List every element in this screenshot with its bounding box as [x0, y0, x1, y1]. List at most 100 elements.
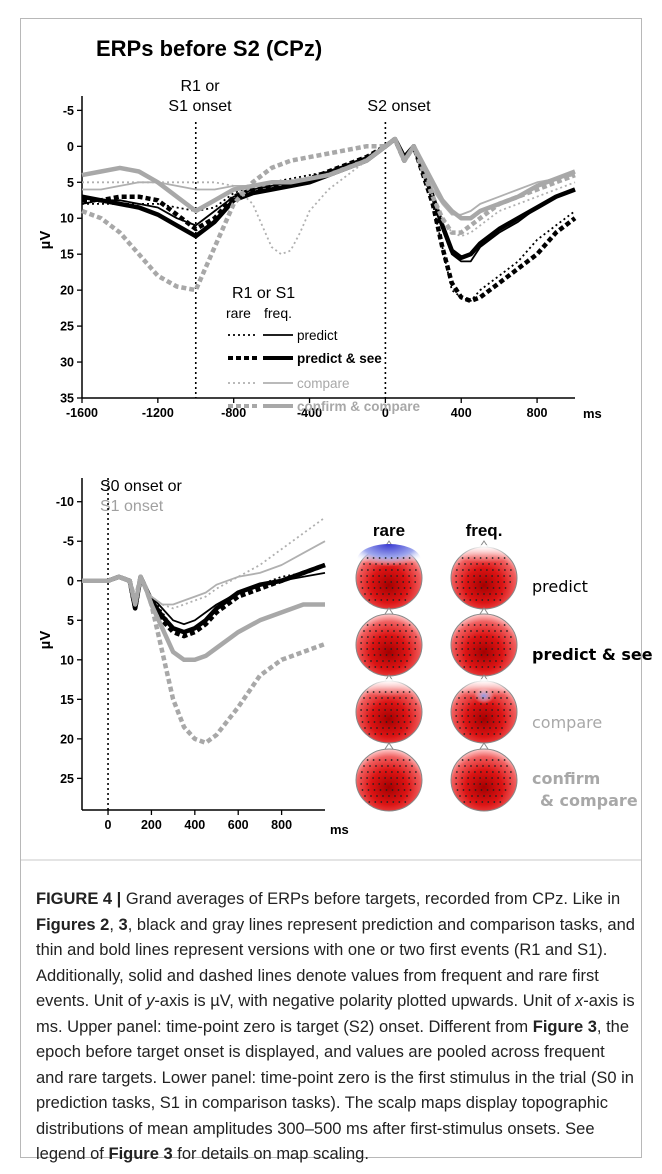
caption-text-7: for details on map scaling. — [172, 1145, 369, 1163]
electrode-dot — [409, 789, 412, 791]
electrode-dot — [473, 691, 476, 693]
electrode-dot — [390, 759, 393, 761]
electrode-dot — [504, 703, 506, 705]
electrode-dot — [402, 759, 405, 761]
electrode-dot — [477, 593, 479, 595]
electrode-dot — [456, 587, 459, 589]
electrode-dot — [479, 642, 481, 644]
electrode-dot — [415, 636, 417, 638]
caption-ref-figures-2[interactable]: Figures 2 — [36, 915, 110, 934]
electrode-dot — [504, 587, 507, 589]
electrode-dot — [486, 587, 489, 589]
electrode-dot — [364, 660, 366, 662]
electrode-dot — [503, 715, 506, 717]
electrode-dot — [360, 709, 362, 711]
electrode-dot — [488, 563, 490, 565]
electrode-dot — [503, 777, 505, 779]
electrode-dot — [390, 709, 392, 711]
electrode-dot — [471, 593, 473, 595]
electrode-dot — [473, 624, 476, 626]
electrode-dot — [468, 771, 470, 773]
electrode-dot — [462, 703, 464, 705]
electrode-dot — [456, 703, 458, 705]
top-y-tick-label: 0 — [67, 140, 74, 154]
electrode-dot — [464, 697, 466, 699]
electrode-dot — [461, 715, 464, 717]
electrode-dot — [479, 777, 481, 779]
electrode-dot — [469, 666, 472, 668]
electrode-dot — [376, 727, 378, 729]
electrode-dot — [501, 795, 503, 797]
caption-ref-figure-3b[interactable]: Figure 3 — [532, 1017, 597, 1036]
electrode-dot — [387, 697, 389, 699]
electrode-dot — [506, 765, 508, 767]
electrode-dot — [465, 660, 467, 662]
caption-text-4: -axis is µV, with negative polarity plot… — [154, 992, 575, 1010]
electrode-dot — [384, 557, 387, 559]
bottom-x-axis-unit: ms — [330, 822, 349, 837]
electrode-dot — [403, 703, 405, 705]
electrode-dot — [458, 563, 460, 565]
electrode-dot — [368, 801, 371, 803]
electrode-dot — [491, 777, 493, 779]
electrode-dot — [468, 636, 470, 638]
electrode-dot — [384, 777, 386, 779]
electrode-dot — [467, 557, 470, 559]
map-label-predict: predict — [532, 577, 588, 596]
electrode-dot — [378, 648, 381, 650]
electrode-dot — [375, 765, 377, 767]
electrode-dot — [391, 654, 394, 656]
electrode-dot — [402, 642, 404, 644]
electrode-dot — [479, 709, 481, 711]
electrode-dot — [506, 697, 508, 699]
electrode-dot — [485, 709, 487, 711]
electrode-dot — [384, 715, 387, 717]
bottom-series-line — [82, 574, 326, 746]
electrode-dot — [489, 660, 491, 662]
electrode-dot — [374, 666, 377, 668]
electrode-dot — [373, 654, 376, 656]
electrode-dot — [479, 715, 482, 717]
electrode-dot — [503, 691, 506, 693]
electrode-dot — [468, 703, 470, 705]
electrode-dot — [463, 733, 466, 735]
electrode-dot — [470, 563, 472, 565]
electrode-dot — [360, 715, 363, 717]
electrode-dot — [475, 599, 478, 601]
electrode-dot — [361, 789, 364, 791]
electrode-dot — [368, 733, 371, 735]
electrode-dot — [500, 697, 502, 699]
electrode-dot — [462, 636, 464, 638]
electrode-dot — [388, 660, 390, 662]
electrode-dot — [461, 709, 463, 711]
electrode-dot — [384, 783, 387, 785]
electrode-dot — [492, 771, 494, 773]
electrode-dot — [506, 630, 508, 632]
electrode-dot — [503, 624, 506, 626]
electrode-dot — [372, 759, 375, 761]
electrode-dot — [372, 575, 374, 577]
top-series-line — [81, 136, 576, 293]
electrode-dot — [462, 789, 465, 791]
electrode-dot — [467, 581, 470, 583]
electrode-dot — [363, 697, 365, 699]
electrode-dot — [414, 783, 417, 785]
electrode-dot — [406, 660, 408, 662]
electrode-dot — [485, 557, 488, 559]
electrode-dot — [399, 563, 401, 565]
electrode-dot — [473, 783, 476, 785]
electrode-dot — [476, 765, 478, 767]
electrode-dot — [475, 666, 478, 668]
electrode-dot — [376, 660, 378, 662]
electrode-dot — [374, 733, 377, 735]
caption-ref-figure-3c[interactable]: Figure 3 — [108, 1145, 173, 1163]
electrode-dot — [397, 636, 399, 638]
electrode-dot — [504, 789, 507, 791]
electrode-dot — [398, 666, 401, 668]
bottom-y-tick-label: 20 — [60, 732, 74, 746]
electrode-dot — [372, 783, 375, 785]
electrode-dot — [480, 587, 483, 589]
top-y-tick-label: 10 — [60, 212, 74, 226]
electrode-dot — [381, 765, 383, 767]
caption-ref-figure-3a[interactable]: 3 — [118, 915, 128, 934]
